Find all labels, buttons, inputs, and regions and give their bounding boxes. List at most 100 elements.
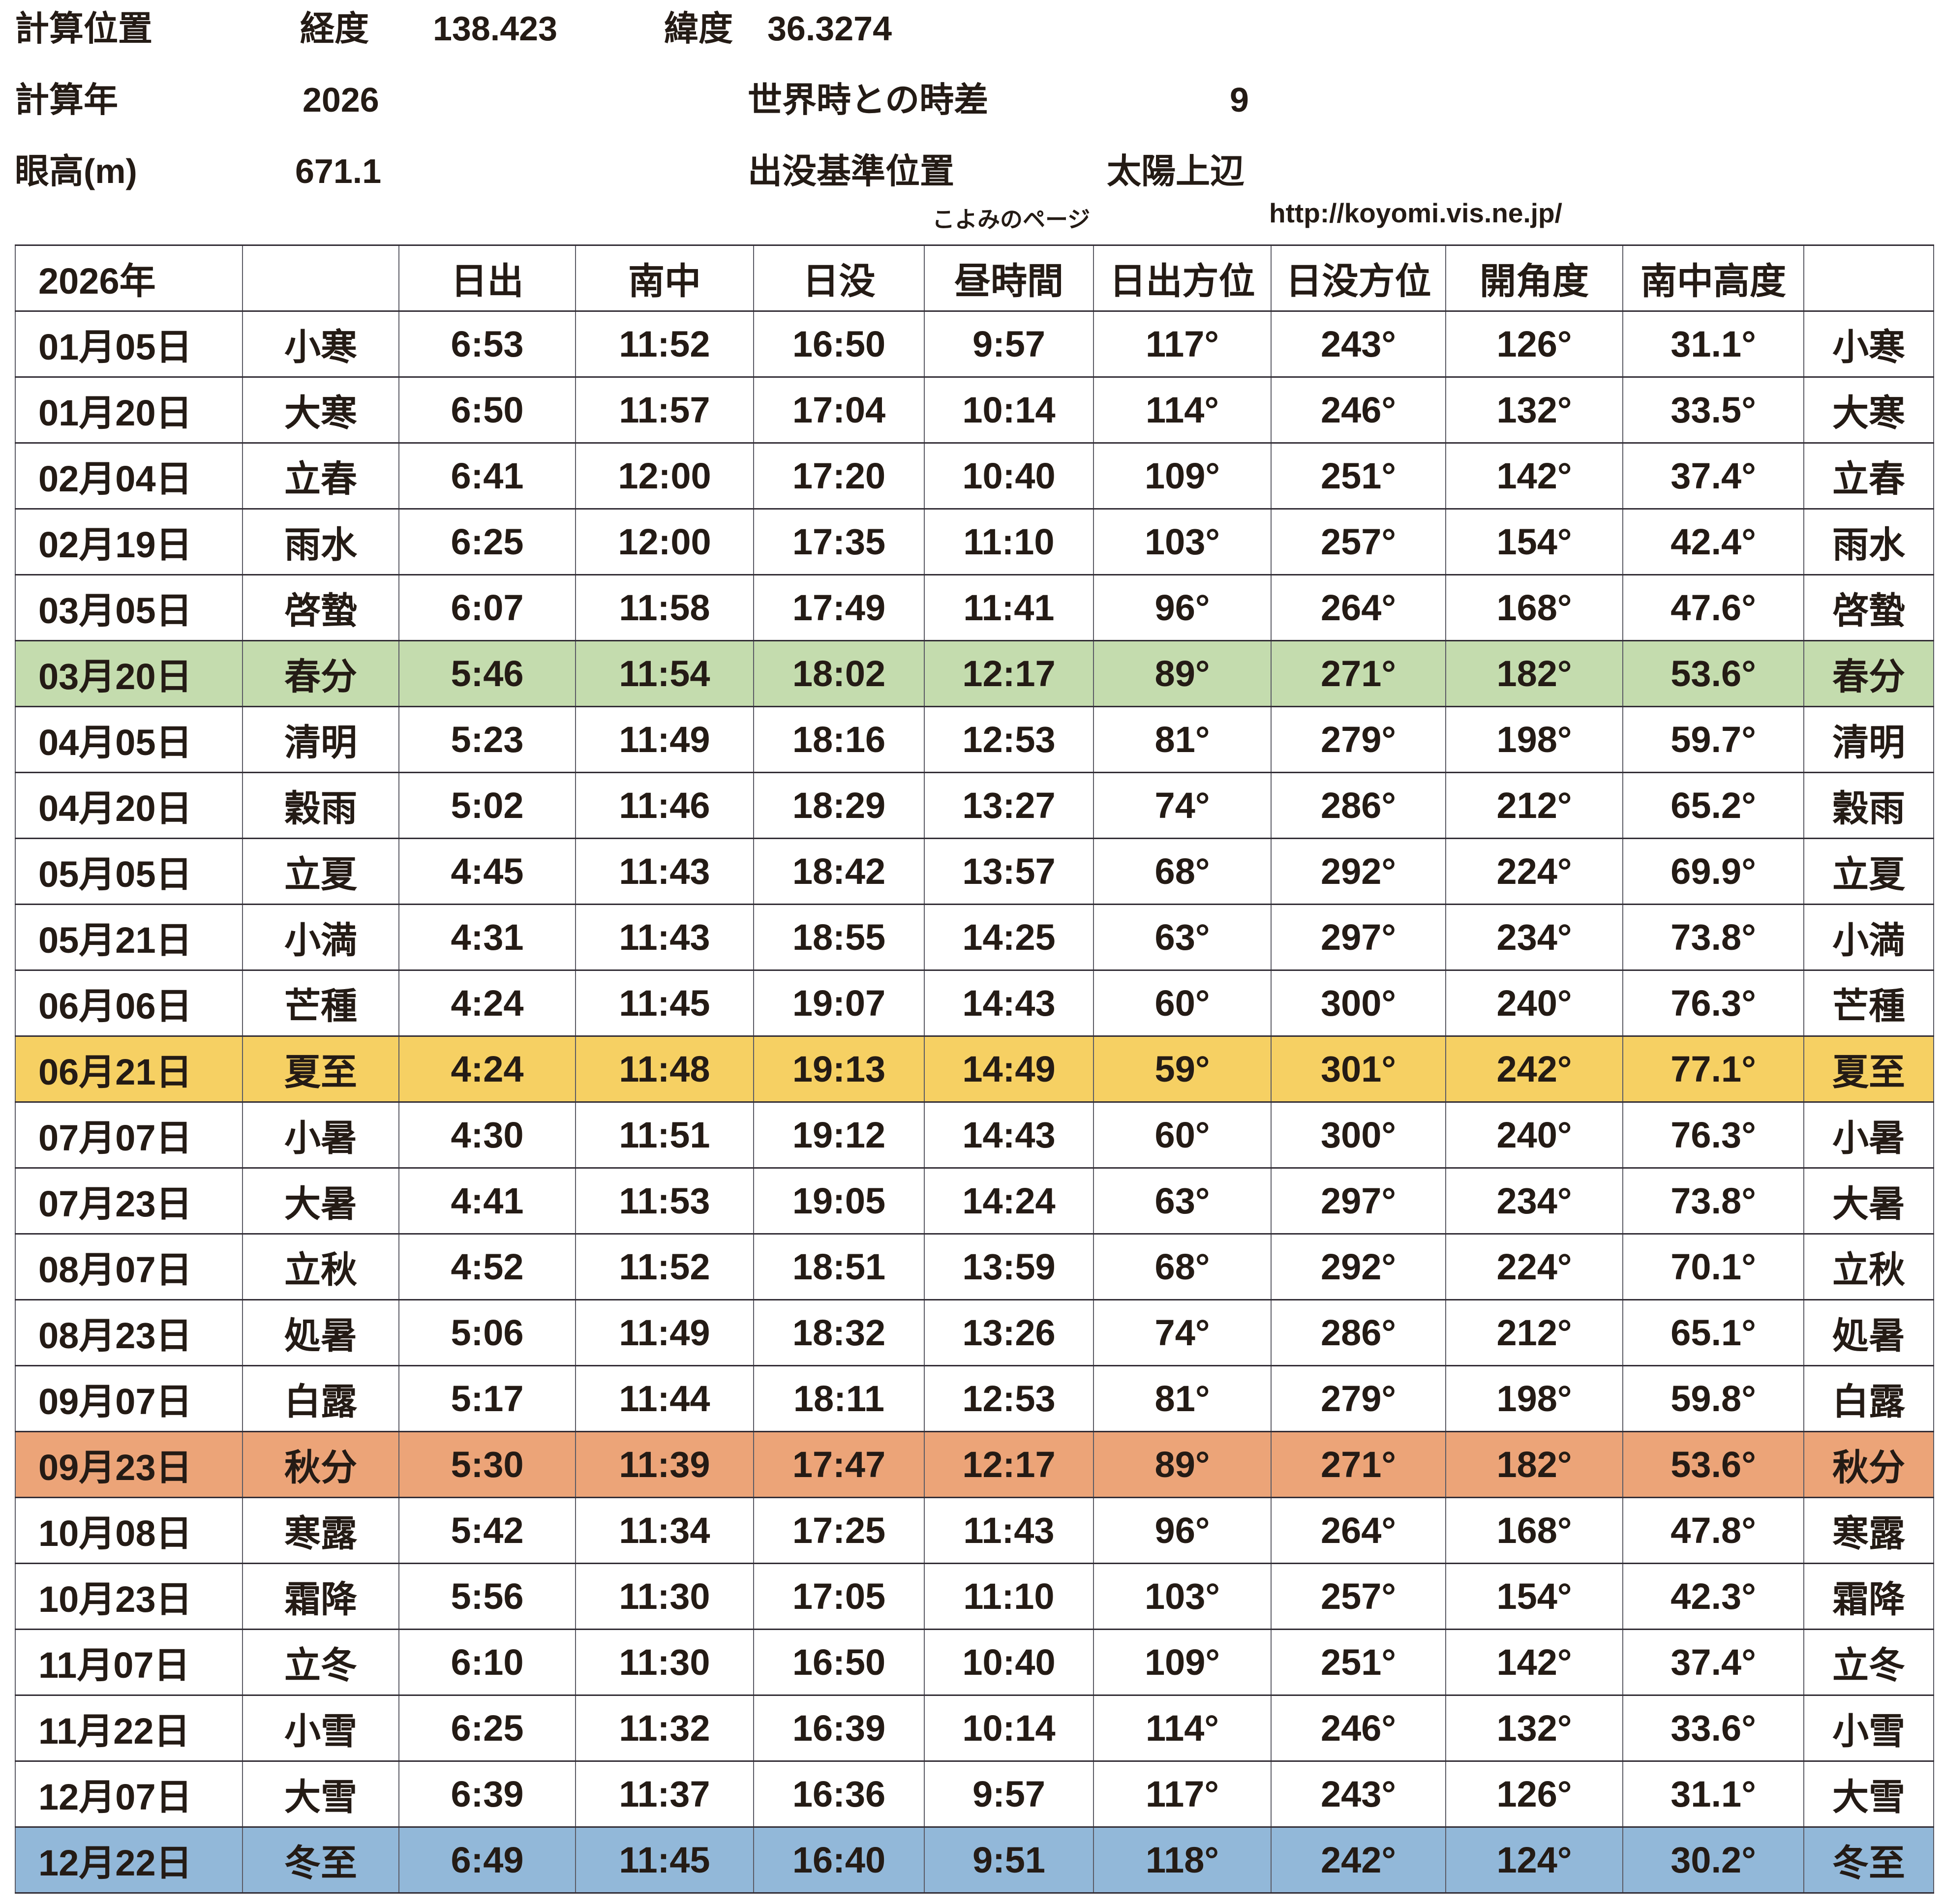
cell-term: 冬至 bbox=[242, 1826, 399, 1894]
cell-sunset-azimuth: 246° bbox=[1271, 1694, 1446, 1762]
cell-sunset: 16:39 bbox=[753, 1694, 925, 1762]
cell-sunrise: 5:46 bbox=[398, 640, 576, 707]
cell-opening-angle: 142° bbox=[1445, 442, 1623, 510]
cell-sunrise: 6:50 bbox=[398, 376, 576, 444]
cell-sunset-azimuth: 300° bbox=[1271, 969, 1446, 1037]
cell-opening-angle: 224° bbox=[1445, 1233, 1623, 1300]
cell-term: 小寒 bbox=[242, 310, 399, 378]
cell-sunrise-azimuth: 68° bbox=[1093, 1233, 1272, 1300]
cell-sunset: 16:36 bbox=[753, 1760, 925, 1828]
header-alt: 南中高度 bbox=[1622, 244, 1804, 312]
cell-opening-angle: 234° bbox=[1445, 904, 1623, 971]
cell-term-repeat: 啓蟄 bbox=[1803, 574, 1934, 641]
cell-sunrise: 5:42 bbox=[398, 1497, 576, 1564]
cell-term: 大雪 bbox=[242, 1760, 399, 1828]
cell-noon-altitude: 42.4° bbox=[1622, 508, 1804, 575]
cell-sunset: 17:20 bbox=[753, 442, 925, 510]
cell-sunrise: 6:25 bbox=[398, 1694, 576, 1762]
cell-term-repeat: 立冬 bbox=[1803, 1629, 1934, 1696]
cell-daylength: 14:43 bbox=[924, 1101, 1094, 1169]
cell-term: 白露 bbox=[242, 1365, 399, 1432]
cell-daylength: 12:17 bbox=[924, 640, 1094, 707]
cell-sunset-azimuth: 257° bbox=[1271, 508, 1446, 575]
cell-date: 01月20日 bbox=[15, 376, 243, 444]
cell-noon-altitude: 33.5° bbox=[1622, 376, 1804, 444]
cell-daylength: 14:43 bbox=[924, 969, 1094, 1037]
cell-opening-angle: 126° bbox=[1445, 1760, 1623, 1828]
cell-sunset-azimuth: 292° bbox=[1271, 1233, 1446, 1300]
cell-sunrise: 5:56 bbox=[398, 1563, 576, 1630]
cell-opening-angle: 198° bbox=[1445, 1365, 1623, 1432]
header-day: 昼時間 bbox=[924, 244, 1094, 312]
cell-daylength: 9:57 bbox=[924, 310, 1094, 378]
table-row: 09月23日 秋分 5:30 11:39 17:47 12:17 89° 271° 182° 53… bbox=[15, 1431, 1934, 1498]
cell-sunrise-azimuth: 81° bbox=[1093, 706, 1272, 773]
cell-noon-altitude: 70.1° bbox=[1622, 1233, 1804, 1300]
cell-sunrise-azimuth: 109° bbox=[1093, 442, 1272, 510]
cell-term-repeat: 立秋 bbox=[1803, 1233, 1934, 1300]
cell-noon: 11:48 bbox=[575, 1035, 754, 1103]
cell-sunset-azimuth: 286° bbox=[1271, 772, 1446, 839]
rise-set-ref-value: 太陽上辺 bbox=[1107, 152, 1245, 190]
calc-year-value: 2026 bbox=[303, 81, 379, 119]
cell-sunrise-azimuth: 59° bbox=[1093, 1035, 1272, 1103]
cell-noon: 12:00 bbox=[575, 442, 754, 510]
cell-term-repeat: 立夏 bbox=[1803, 838, 1934, 905]
cell-date: 09月23日 bbox=[15, 1431, 243, 1498]
cell-date: 07月23日 bbox=[15, 1167, 243, 1235]
cell-sunrise: 6:53 bbox=[398, 310, 576, 378]
header-term bbox=[242, 244, 399, 312]
cell-noon: 11:45 bbox=[575, 969, 754, 1037]
cell-term-repeat: 立春 bbox=[1803, 442, 1934, 510]
site-name: こよみのページ bbox=[932, 207, 1091, 232]
calc-position-label: 計算位置 bbox=[15, 9, 152, 48]
table-row: 03月20日 春分 5:46 11:54 18:02 12:17 89° 271° 182° 53… bbox=[15, 640, 1934, 707]
cell-opening-angle: 126° bbox=[1445, 310, 1623, 378]
table-row: 04月20日 穀雨 5:02 11:46 18:29 13:27 74° 286° 212° 65… bbox=[15, 772, 1934, 839]
cell-date: 05月21日 bbox=[15, 904, 243, 971]
cell-noon-altitude: 42.3° bbox=[1622, 1563, 1804, 1630]
cell-sunset: 16:50 bbox=[753, 1629, 925, 1696]
cell-term-repeat: 雨水 bbox=[1803, 508, 1934, 575]
cell-daylength: 12:53 bbox=[924, 706, 1094, 773]
cell-sunrise: 4:45 bbox=[398, 838, 576, 905]
cell-noon: 11:49 bbox=[575, 706, 754, 773]
cell-sunset: 18:29 bbox=[753, 772, 925, 839]
cell-sunset-azimuth: 279° bbox=[1271, 1365, 1446, 1432]
cell-daylength: 10:40 bbox=[924, 1629, 1094, 1696]
cell-date: 10月23日 bbox=[15, 1563, 243, 1630]
cell-noon-altitude: 73.8° bbox=[1622, 904, 1804, 971]
cell-term: 清明 bbox=[242, 706, 399, 773]
cell-sunrise: 5:30 bbox=[398, 1431, 576, 1498]
cell-opening-angle: 234° bbox=[1445, 1167, 1623, 1235]
cell-sunset-azimuth: 243° bbox=[1271, 1760, 1446, 1828]
cell-term-repeat: 小暑 bbox=[1803, 1101, 1934, 1169]
table-row: 05月05日 立夏 4:45 11:43 18:42 13:57 68° 292° 224° 69… bbox=[15, 838, 1934, 905]
header-set_az: 日没方位 bbox=[1271, 244, 1446, 312]
table-row: 12月07日 大雪 6:39 11:37 16:36 9:57 117° 243° 126° 31… bbox=[15, 1760, 1934, 1828]
cell-term-repeat: 小寒 bbox=[1803, 310, 1934, 378]
cell-term: 処暑 bbox=[242, 1299, 399, 1366]
cell-opening-angle: 124° bbox=[1445, 1826, 1623, 1894]
cell-term-repeat: 穀雨 bbox=[1803, 772, 1934, 839]
cell-sunset: 17:49 bbox=[753, 574, 925, 641]
cell-sunrise-azimuth: 60° bbox=[1093, 1101, 1272, 1169]
cell-term-repeat: 秋分 bbox=[1803, 1431, 1934, 1498]
cell-daylength: 10:14 bbox=[924, 376, 1094, 444]
cell-sunrise-azimuth: 114° bbox=[1093, 376, 1272, 444]
cell-daylength: 13:27 bbox=[924, 772, 1094, 839]
cell-term-repeat: 大寒 bbox=[1803, 376, 1934, 444]
cell-date: 08月23日 bbox=[15, 1299, 243, 1366]
site-url: http://koyomi.vis.ne.jp/ bbox=[1269, 198, 1562, 228]
cell-sunrise-azimuth: 63° bbox=[1093, 1167, 1272, 1235]
cell-daylength: 14:25 bbox=[924, 904, 1094, 971]
cell-term: 秋分 bbox=[242, 1431, 399, 1498]
solar-terms-table: 2026年 日出 南中 日没 昼時間 日出方位 日没方位 開角度 南中高度 01月05日 小寒 6:… bbox=[15, 244, 1934, 1894]
cell-sunrise: 5:23 bbox=[398, 706, 576, 773]
cell-date: 04月20日 bbox=[15, 772, 243, 839]
cell-sunset-azimuth: 297° bbox=[1271, 904, 1446, 971]
table-row: 06月06日 芒種 4:24 11:45 19:07 14:43 60° 300° 240° 76… bbox=[15, 969, 1934, 1037]
cell-opening-angle: 142° bbox=[1445, 1629, 1623, 1696]
cell-opening-angle: 132° bbox=[1445, 1694, 1623, 1762]
cell-noon-altitude: 47.8° bbox=[1622, 1497, 1804, 1564]
